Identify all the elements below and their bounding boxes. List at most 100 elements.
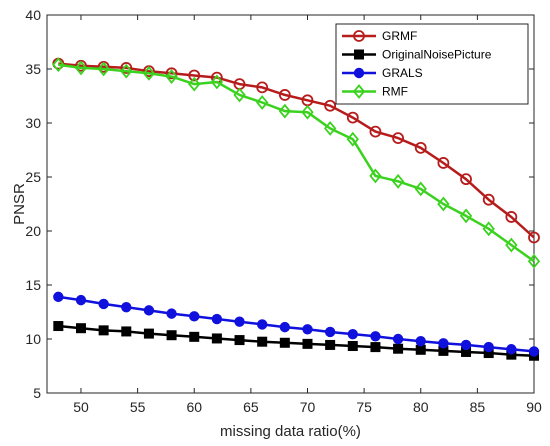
- series-GRMF: [52, 57, 540, 244]
- y-tick-label: 20: [25, 223, 41, 239]
- data-point: [437, 196, 450, 212]
- x-tick-label: 50: [73, 399, 89, 415]
- data-point: [324, 99, 337, 112]
- data-point: [392, 333, 404, 345]
- data-point: [528, 346, 540, 357]
- data-point: [53, 321, 64, 332]
- data-point: [391, 173, 405, 189]
- data-point: [75, 323, 86, 334]
- data-point: [120, 63, 133, 79]
- data-point: [370, 342, 381, 353]
- data-point: [325, 339, 336, 350]
- data-point: [98, 325, 109, 336]
- data-point: [52, 57, 65, 73]
- data-point: [279, 337, 290, 348]
- y-tick-label: 40: [25, 7, 41, 23]
- data-point: [505, 211, 518, 223]
- data-point: [302, 324, 313, 335]
- data-point: [278, 89, 291, 101]
- legend-item: OriginalNoisePicture: [342, 48, 492, 62]
- x-tick-label: 85: [470, 399, 486, 415]
- legend-label: GRMF: [382, 29, 417, 43]
- data-point: [257, 336, 268, 347]
- x-tick-label: 65: [243, 399, 259, 415]
- y-axis-label: PNSR: [11, 183, 28, 225]
- data-point: [482, 221, 495, 237]
- data-point: [369, 125, 382, 138]
- data-point: [121, 301, 132, 313]
- x-tick-label: 70: [300, 399, 316, 415]
- data-point: [459, 208, 473, 224]
- y-tick-label: 25: [25, 169, 41, 185]
- series-OriginalNoisePicture: [53, 321, 539, 361]
- data-point: [53, 291, 64, 303]
- y-tick-label: 5: [33, 385, 41, 401]
- data-point: [346, 111, 359, 124]
- legend-marker: [353, 30, 365, 42]
- data-point: [346, 131, 359, 147]
- data-point: [505, 237, 518, 253]
- data-point: [369, 168, 382, 184]
- data-point: [460, 339, 472, 351]
- legend-item: RMF: [342, 84, 408, 99]
- data-point: [256, 95, 269, 110]
- data-point: [143, 328, 154, 339]
- data-point: [234, 316, 245, 327]
- data-point: [75, 294, 87, 306]
- data-point: [392, 132, 404, 145]
- x-tick-label: 90: [526, 399, 542, 415]
- y-tick-label: 35: [25, 61, 41, 77]
- y-tick-label: 15: [25, 277, 41, 293]
- data-point: [234, 335, 245, 346]
- data-point: [188, 69, 201, 82]
- series-line: [58, 295, 535, 353]
- series-line: [58, 324, 535, 357]
- x-tick-label: 80: [413, 399, 429, 415]
- data-point: [74, 60, 88, 76]
- data-point: [482, 193, 495, 206]
- series-group: [52, 57, 541, 361]
- data-point: [189, 311, 200, 322]
- data-point: [121, 326, 132, 337]
- series-line: [58, 62, 535, 239]
- legend-label: RMF: [382, 85, 408, 99]
- data-point: [256, 81, 269, 94]
- data-point: [142, 65, 156, 81]
- series-line: [58, 63, 535, 263]
- x-tick-label: 75: [356, 399, 372, 415]
- data-point: [166, 330, 177, 341]
- data-point: [324, 326, 336, 338]
- legend-label: OriginalNoisePicture: [382, 48, 492, 62]
- data-point: [460, 173, 472, 186]
- legend-item: GRALS: [342, 66, 423, 80]
- data-point: [98, 298, 109, 310]
- data-point: [165, 69, 178, 84]
- data-point: [527, 253, 541, 269]
- legend-label: GRALS: [382, 66, 423, 80]
- y-tick-label: 30: [25, 115, 41, 131]
- data-point: [256, 319, 268, 330]
- data-point: [370, 331, 381, 342]
- legend-marker: [352, 84, 366, 99]
- data-point: [210, 74, 224, 90]
- data-point: [323, 120, 337, 136]
- data-point: [483, 341, 494, 353]
- data-point: [347, 328, 358, 340]
- series-RMF: [52, 57, 541, 269]
- data-point: [506, 344, 517, 355]
- data-point: [189, 331, 200, 342]
- data-point: [166, 308, 177, 319]
- data-point: [188, 76, 201, 92]
- data-point: [393, 343, 404, 354]
- data-point: [415, 335, 426, 347]
- data-point: [438, 338, 449, 349]
- data-point: [165, 67, 178, 80]
- data-point: [233, 87, 246, 103]
- data-point: [278, 103, 292, 119]
- data-point: [97, 61, 110, 77]
- y-tick-label: 10: [25, 331, 41, 347]
- legend: GRMF OriginalNoisePicture GRALS RMF: [335, 23, 529, 105]
- x-tick-label: 55: [130, 399, 146, 415]
- data-point: [347, 341, 358, 352]
